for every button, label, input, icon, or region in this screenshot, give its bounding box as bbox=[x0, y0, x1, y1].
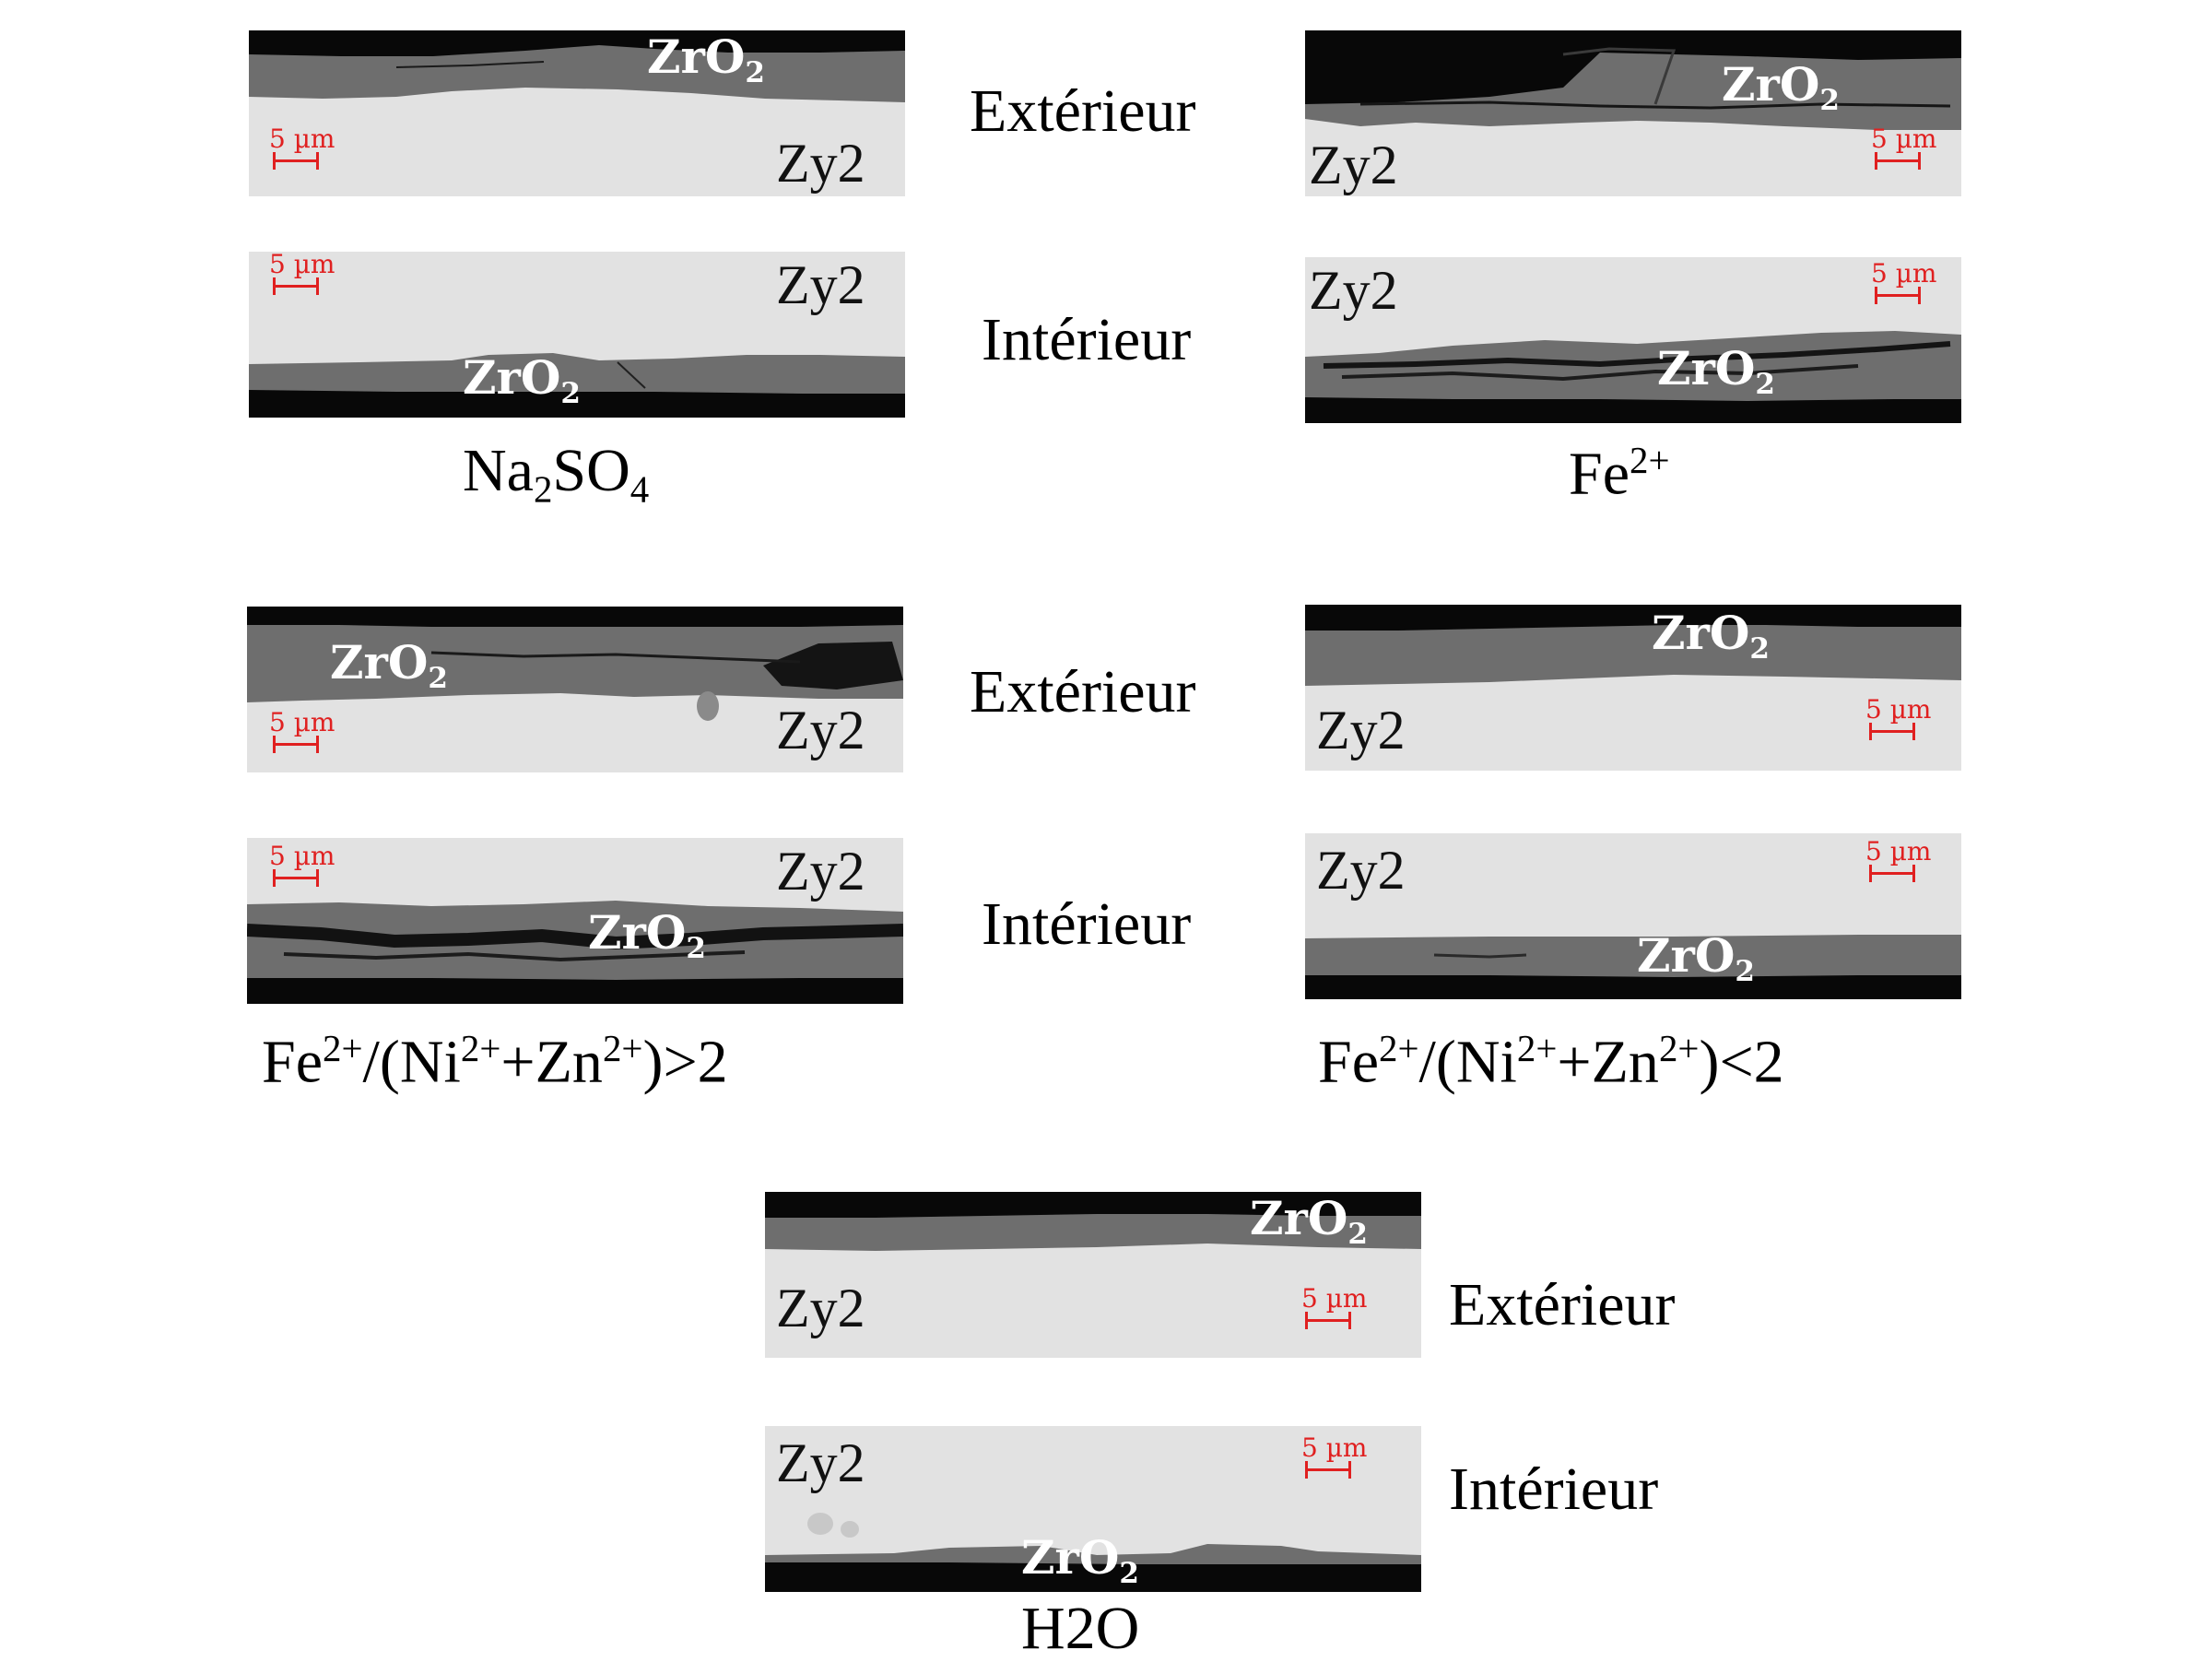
scale-bar: 5 µm bbox=[1871, 261, 1936, 305]
scale-bar: 5 µm bbox=[1871, 126, 1936, 171]
micrograph-fe2-interior: ZrO2 Zy2 5 µm bbox=[1305, 257, 1961, 423]
micrograph-ratio-gt-exterior: ZrO2 Zy2 5 µm bbox=[247, 607, 903, 772]
micrograph-na2so4-exterior: ZrO2 Zy2 5 µm bbox=[249, 30, 905, 196]
caption-fe2: Fe2+ bbox=[1569, 440, 1670, 508]
metal-label: Zy2 bbox=[776, 133, 865, 194]
scale-bar: 5 µm bbox=[269, 710, 335, 754]
metal-label: Zy2 bbox=[776, 1278, 865, 1338]
scale-bar: 5 µm bbox=[1301, 1286, 1367, 1330]
metal-label: Zy2 bbox=[1309, 260, 1398, 321]
caption-na2so4: Na2SO4 bbox=[463, 437, 650, 511]
micrograph-ratio-lt-interior: ZrO2 Zy2 5 µm bbox=[1305, 833, 1961, 999]
exterior-label: Extérieur bbox=[970, 658, 1196, 725]
oxide-label: ZrO2 bbox=[588, 905, 706, 965]
oxide-label: ZrO2 bbox=[1637, 928, 1755, 988]
oxide-label: ZrO2 bbox=[1722, 57, 1840, 117]
interior-label: Intérieur bbox=[982, 890, 1192, 958]
oxide-label: ZrO2 bbox=[1657, 341, 1775, 401]
metal-label: Zy2 bbox=[776, 1432, 865, 1493]
caption-h2o: H2O bbox=[1021, 1595, 1140, 1662]
scale-bar: 5 µm bbox=[1301, 1435, 1367, 1479]
metal-label: Zy2 bbox=[776, 841, 865, 902]
metal-label: Zy2 bbox=[776, 254, 865, 315]
interior-label: Intérieur bbox=[982, 306, 1192, 373]
oxide-label: ZrO2 bbox=[1021, 1530, 1139, 1590]
micrograph-na2so4-interior: ZrO2 Zy2 5 µm bbox=[249, 252, 905, 418]
oxide-label: ZrO2 bbox=[1652, 606, 1770, 666]
oxide-label: ZrO2 bbox=[330, 635, 448, 695]
micrograph-h2o-interior: ZrO2 Zy2 5 µm bbox=[765, 1426, 1421, 1592]
oxide-label: ZrO2 bbox=[1250, 1192, 1368, 1251]
metal-label: Zy2 bbox=[1316, 840, 1406, 901]
micrograph-h2o-exterior: ZrO2 Zy2 5 µm bbox=[765, 1192, 1421, 1358]
scale-bar: 5 µm bbox=[269, 126, 335, 171]
scale-bar: 5 µm bbox=[1865, 839, 1931, 883]
metal-label: Zy2 bbox=[1316, 700, 1406, 760]
caption-ratio-lt: Fe2+/(Ni2++Zn2+)<2 bbox=[1318, 1028, 1784, 1096]
scale-bar: 5 µm bbox=[269, 252, 335, 296]
exterior-label: Extérieur bbox=[970, 77, 1196, 145]
scale-bar: 5 µm bbox=[269, 843, 335, 888]
interior-label: Intérieur bbox=[1449, 1456, 1659, 1523]
oxide-label: ZrO2 bbox=[463, 350, 581, 410]
micrograph-ratio-gt-interior: ZrO2 Zy2 5 µm bbox=[247, 838, 903, 1004]
caption-ratio-gt: Fe2+/(Ni2++Zn2+)>2 bbox=[262, 1028, 728, 1096]
oxide-label: ZrO2 bbox=[647, 30, 765, 89]
metal-label: Zy2 bbox=[776, 700, 865, 760]
scale-bar: 5 µm bbox=[1865, 697, 1931, 741]
metal-label: Zy2 bbox=[1309, 135, 1398, 195]
micrograph-fe2-exterior: ZrO2 Zy2 5 µm bbox=[1305, 30, 1961, 196]
micrograph-ratio-lt-exterior: ZrO2 Zy2 5 µm bbox=[1305, 605, 1961, 771]
exterior-label: Extérieur bbox=[1449, 1271, 1676, 1338]
